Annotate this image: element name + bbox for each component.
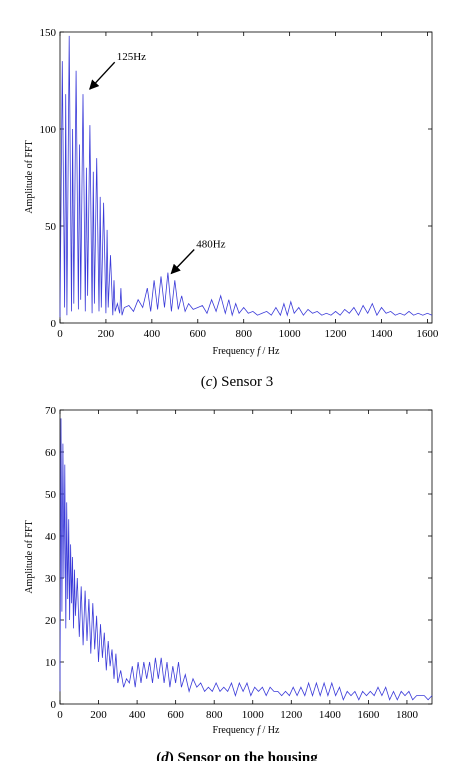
annotation-arrow bbox=[170, 249, 195, 275]
y-tick-label: 20 bbox=[45, 615, 57, 627]
y-tick-label: 30 bbox=[45, 573, 57, 585]
chart-c-ylabel: Amplitude of FFT bbox=[24, 140, 35, 213]
chart-d-series-line bbox=[59, 418, 433, 701]
chart-c-series-line bbox=[59, 35, 433, 318]
x-tick-label: 0 bbox=[57, 328, 63, 340]
y-tick-label: 70 bbox=[45, 405, 57, 417]
annotation-label: 480Hz bbox=[196, 239, 225, 251]
y-tick-label: 10 bbox=[45, 657, 57, 669]
x-tick-label: 600 bbox=[190, 328, 207, 340]
x-tick-label: 1400 bbox=[370, 328, 393, 340]
y-tick-label: 0 bbox=[51, 699, 57, 711]
y-tick-label: 50 bbox=[45, 221, 57, 233]
x-tick-label: 600 bbox=[167, 709, 184, 721]
y-tick-label: 0 bbox=[51, 318, 57, 330]
chart-c: 0 200 400 600 800 1000 1200 1400 1600 0 50 100 150 1… bbox=[24, 27, 439, 390]
chart-d: 0 200 400 600 800 1000 1200 1400 1600 1800 0 10 20 30… bbox=[24, 405, 433, 761]
x-tick-label: 1600 bbox=[416, 328, 439, 340]
x-tick-label: 1800 bbox=[396, 709, 419, 721]
chart-c-xlabel: Frequency f / Hz bbox=[213, 346, 281, 357]
chart-d-xlabel: Frequency f / Hz bbox=[213, 725, 281, 736]
chart-d-ylabel: Amplitude of FFT bbox=[24, 520, 35, 593]
y-tick-label: 100 bbox=[40, 124, 57, 136]
annotation-label: 125Hz bbox=[117, 51, 146, 63]
chart-c-plot-frame bbox=[59, 31, 433, 324]
chart-c-annotations: 125Hz 480Hz bbox=[89, 51, 226, 275]
chart-d-ticks: 0 200 400 600 800 1000 1200 1400 1600 1800 0 10 20 30… bbox=[45, 405, 432, 721]
x-tick-label: 1000 bbox=[242, 709, 265, 721]
annotation-arrow bbox=[89, 61, 116, 90]
chart-d-plot-frame bbox=[59, 409, 433, 705]
x-tick-label: 1000 bbox=[279, 328, 302, 340]
x-tick-label: 1200 bbox=[325, 328, 348, 340]
x-tick-label: 400 bbox=[129, 709, 146, 721]
x-tick-label: 1400 bbox=[319, 709, 342, 721]
y-tick-label: 60 bbox=[45, 447, 57, 459]
chart-c-caption: (c) Sensor 3 bbox=[201, 374, 274, 390]
x-tick-label: 200 bbox=[98, 328, 115, 340]
x-tick-label: 200 bbox=[90, 709, 107, 721]
x-tick-label: 800 bbox=[235, 328, 252, 340]
x-tick-label: 0 bbox=[57, 709, 63, 721]
chart-d-caption: (d) Sensor on the housing bbox=[156, 750, 318, 761]
y-tick-label: 40 bbox=[45, 531, 57, 543]
x-tick-label: 400 bbox=[144, 328, 161, 340]
y-tick-label: 50 bbox=[45, 489, 57, 501]
x-tick-label: 1600 bbox=[357, 709, 380, 721]
chart-c-ticks: 0 200 400 600 800 1000 1200 1400 1600 0 50 100 150 bbox=[40, 27, 439, 340]
x-tick-label: 1200 bbox=[280, 709, 303, 721]
y-tick-label: 150 bbox=[40, 27, 57, 39]
x-tick-label: 800 bbox=[206, 709, 223, 721]
